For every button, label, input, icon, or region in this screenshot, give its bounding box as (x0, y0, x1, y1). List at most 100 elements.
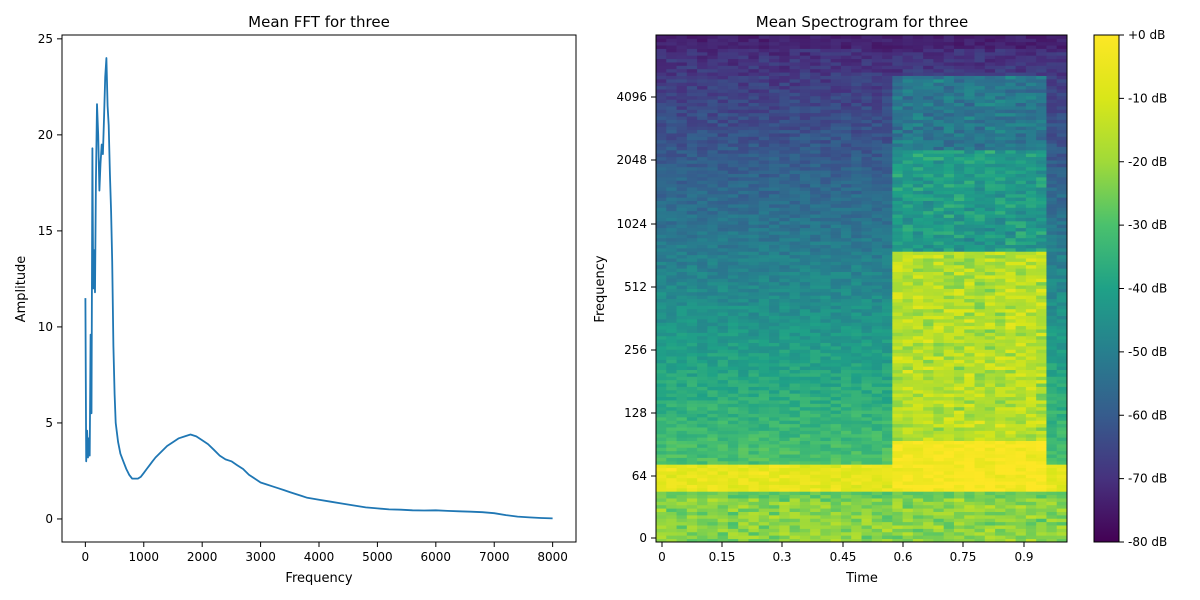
spectrogram-cell (882, 251, 893, 256)
spectrogram-cell (686, 406, 698, 411)
spectrogram-cell (892, 386, 904, 391)
spectrogram-cell (789, 156, 801, 161)
spectrogram-cell (964, 535, 975, 540)
spectrogram-cell (789, 302, 801, 306)
spectrogram-cell (686, 133, 698, 137)
spectrogram-cell (779, 295, 790, 300)
spectrogram-cell (707, 400, 719, 404)
spectrogram-cell (851, 51, 862, 56)
spectrogram-cell (727, 224, 739, 229)
spectrogram-cell (984, 443, 996, 448)
spectrogram-cell (738, 511, 749, 516)
spectrogram-cell (984, 285, 996, 289)
spectrogram-cell (707, 295, 719, 300)
spectrogram-cell (964, 153, 975, 158)
spectrogram-cell (912, 62, 924, 66)
spectrogram-cell (789, 447, 801, 452)
spectrogram-cell (943, 420, 955, 425)
spectrogram-cell (861, 302, 873, 306)
spectrogram-cell (892, 41, 904, 46)
spectrogram-cell (974, 413, 986, 418)
spectrogram-cell (861, 332, 873, 337)
spectrogram-cell (717, 38, 729, 43)
spectrogram-cell (666, 420, 677, 425)
spectrogram-cell (779, 477, 790, 482)
spectrogram-cell (656, 62, 667, 66)
spectrogram-cell (840, 190, 852, 195)
spectrogram-cell (656, 487, 667, 492)
spectrogram-cell (902, 396, 914, 401)
spectrogram-cell (697, 85, 708, 90)
spectrogram-cell (964, 335, 975, 340)
spectrogram-cell (943, 65, 955, 70)
spectrogram-cell (789, 345, 801, 350)
spectrogram-cell (758, 481, 770, 485)
spectrogram-cell (882, 396, 893, 401)
spectrogram-cell (964, 433, 975, 438)
spectrogram-cell (984, 501, 996, 506)
spectrogram-cell (738, 467, 749, 472)
spectrogram-cell (882, 318, 893, 323)
spectrogram-cell (974, 383, 986, 387)
spectrogram-cell (902, 420, 914, 425)
spectrogram-cell (871, 244, 883, 249)
spectrogram-cell (974, 359, 986, 364)
spectrogram-cell (779, 349, 790, 354)
spectrogram-cell (830, 68, 842, 73)
spectrogram-cell (923, 302, 934, 306)
spectrogram-cell (799, 325, 811, 330)
spectrogram-cell (697, 423, 708, 428)
spectrogram-cell (769, 406, 780, 411)
spectrogram-cell (861, 349, 873, 354)
spectrogram-cell (902, 176, 914, 181)
spectrogram-cell (984, 491, 996, 496)
spectrogram-cell (892, 406, 904, 411)
spectrogram-cell (717, 89, 729, 93)
spectrogram-cell (953, 204, 965, 208)
spectrogram-cell (892, 460, 904, 465)
spectrogram-cell (943, 166, 955, 171)
spectrogram-cell (748, 376, 760, 381)
spectrogram-cell (697, 210, 708, 215)
spectrogram-cell (666, 241, 677, 245)
spectrogram-cell (789, 72, 801, 76)
spectrogram-cell (902, 349, 914, 354)
spectrogram-cell (738, 149, 749, 154)
spectrogram-cell (789, 359, 801, 364)
spectrogram-cell (912, 183, 924, 188)
spectrogram-cell (974, 467, 986, 472)
spectrogram-cell (871, 85, 883, 90)
spectrogram-cell (830, 410, 842, 414)
spectrogram-cell (656, 45, 667, 49)
spectrogram-cell (810, 383, 821, 387)
spectrogram-cell (943, 498, 955, 502)
spectrogram-cell (974, 514, 986, 519)
spectrogram-cell (738, 58, 749, 63)
spectrogram-cell (984, 332, 996, 337)
spectrogram-cell (810, 48, 821, 53)
spectrogram-cell (769, 241, 780, 245)
spectrogram-cell (923, 187, 934, 191)
spectrogram-cell (727, 498, 739, 502)
spectrogram-cell (676, 237, 688, 242)
spectrogram-cell (676, 281, 688, 286)
spectrogram-cell (953, 183, 965, 188)
spectrogram-cell (943, 474, 955, 479)
spectrogram-cell (748, 75, 760, 80)
spectrogram-cell (851, 170, 862, 174)
spectrogram-cell (933, 440, 945, 445)
spectrogram-cell (717, 460, 729, 465)
spectrogram-cell (799, 386, 811, 391)
spectrogram-cell (871, 430, 883, 435)
spectrogram-cell (871, 136, 883, 141)
spectrogram-cell (799, 204, 811, 208)
spectrogram-cell (861, 139, 873, 144)
spectrogram-cell (943, 92, 955, 97)
spectrogram-cell (656, 325, 667, 330)
spectrogram-cell (830, 335, 842, 340)
spectrogram-cell (656, 68, 667, 73)
spectrogram-cell (984, 149, 996, 154)
spectrogram-cell (892, 231, 904, 235)
spectrogram-cell (871, 62, 883, 66)
spectrogram-cell (676, 258, 688, 262)
